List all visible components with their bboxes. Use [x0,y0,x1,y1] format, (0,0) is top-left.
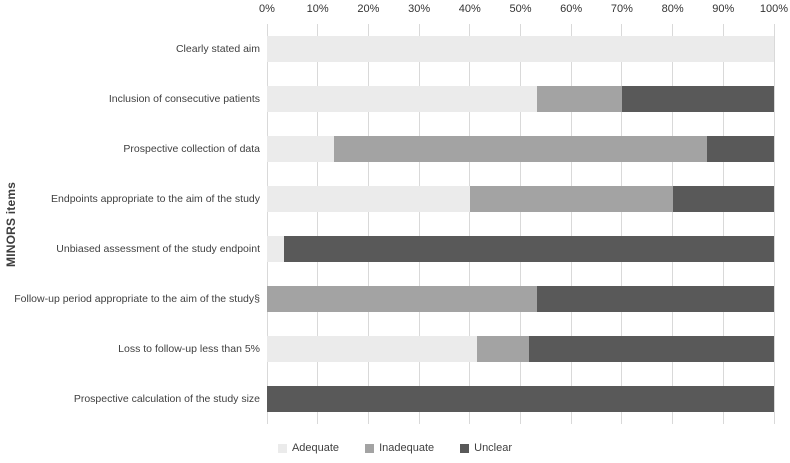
category-label: Inclusion of consecutive patients [108,93,260,105]
legend-item-adequate: Adequate [277,442,340,454]
bar-row [267,86,774,112]
gridline [266,24,268,424]
plot-area [266,24,775,424]
bar-segment-unclear [283,236,774,262]
gridline [773,24,775,424]
bar-segment-adequate [267,86,538,112]
legend-item-inadequate: Inadequate [365,442,434,454]
category-label: Prospective collection of data [123,143,260,155]
x-tick-label: 100% [759,3,789,15]
legend-swatch-icon [277,443,287,453]
category-label: Loss to follow-up less than 5% [118,343,260,355]
bar-segment-unclear [537,286,774,312]
bar-row [267,236,774,262]
bar-row [267,186,774,212]
gridline [520,24,521,424]
gridline [367,24,369,424]
bar-segment-unclear [621,86,774,112]
bar-segment-inadequate [476,336,530,362]
bar-segment-adequate [267,136,335,162]
bar-segment-unclear [267,386,774,412]
category-label: Clearly stated aim [175,43,260,55]
x-tick-label: 50% [509,3,532,15]
category-label: Follow-up period appropriate to the aim … [14,293,260,305]
bar-segment-inadequate [334,136,707,162]
legend: Adequate Inadequate Unclear [0,438,790,458]
legend-label: Inadequate [379,442,435,454]
category-label: Prospective calculation of the study siz… [73,393,260,405]
gridline [418,24,420,424]
legend-label: Unclear [474,442,513,454]
bar-segment-inadequate [267,286,538,312]
category-label: Endpoints appropriate to the aim of the … [51,193,260,205]
x-tick-label: 70% [610,3,633,15]
legend-item-unclear: Unclear [460,442,512,454]
bar-segment-adequate [267,236,284,262]
bar-row [267,36,774,62]
bar-segment-unclear [529,336,774,362]
bar-segment-unclear [706,136,774,162]
gridline [317,24,319,424]
category-label: Unbiased assessment of the study endpoin… [56,243,260,255]
gridline [469,24,471,424]
gridline [621,24,623,424]
x-tick-label: 90% [712,3,735,15]
gridline [570,24,572,424]
legend-swatch-icon [365,443,375,453]
legend-swatch-icon [460,443,470,453]
x-tick-label: 0% [259,3,275,15]
bar-row [267,286,774,312]
x-tick-label: 60% [560,3,583,15]
bar-row [267,136,774,162]
bar-segment-adequate [267,336,477,362]
bar-segment-adequate [267,186,470,212]
x-tick-label: 10% [306,3,329,15]
gridline [722,24,724,424]
x-tick-label: 40% [458,3,481,15]
y-axis-title: MINORS items [4,181,18,267]
x-tick-label: 30% [408,3,431,15]
bar-row [267,386,774,412]
legend-label: Adequate [291,442,340,454]
bar-segment-adequate [267,36,774,62]
bar-segment-inadequate [537,86,622,112]
bar-segment-inadequate [469,186,673,212]
bar-segment-unclear [672,186,774,212]
x-tick-label: 20% [357,3,380,15]
bar-row [267,336,774,362]
x-axis: 0% 10% 20% 30% 40% 50% 60% 70% 80% 90% 100% [259,0,788,24]
gridline [672,24,674,424]
x-tick-label: 80% [661,3,684,15]
